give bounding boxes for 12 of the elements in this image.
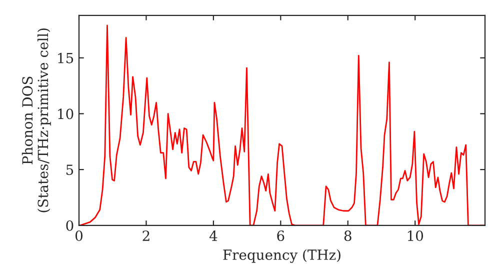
- y-tick-label: 0: [66, 220, 74, 231]
- x-tick-label: 2: [142, 230, 150, 241]
- x-tick-label: 6: [277, 230, 284, 242]
- x-axis-title: Frequency (THz): [223, 249, 340, 263]
- y-tick-label: 15: [58, 52, 74, 64]
- x-tick-label: 8: [344, 230, 352, 242]
- x-tick-label: 4: [209, 230, 218, 241]
- x-tick-label: 10: [408, 230, 424, 242]
- y-tick-label: 5: [66, 164, 74, 176]
- y-tick-label: 10: [58, 108, 74, 120]
- x-tick-label: 0: [75, 230, 82, 242]
- y-axis-title: Phonon DOS (States/THz·primitive cell): [22, 28, 51, 212]
